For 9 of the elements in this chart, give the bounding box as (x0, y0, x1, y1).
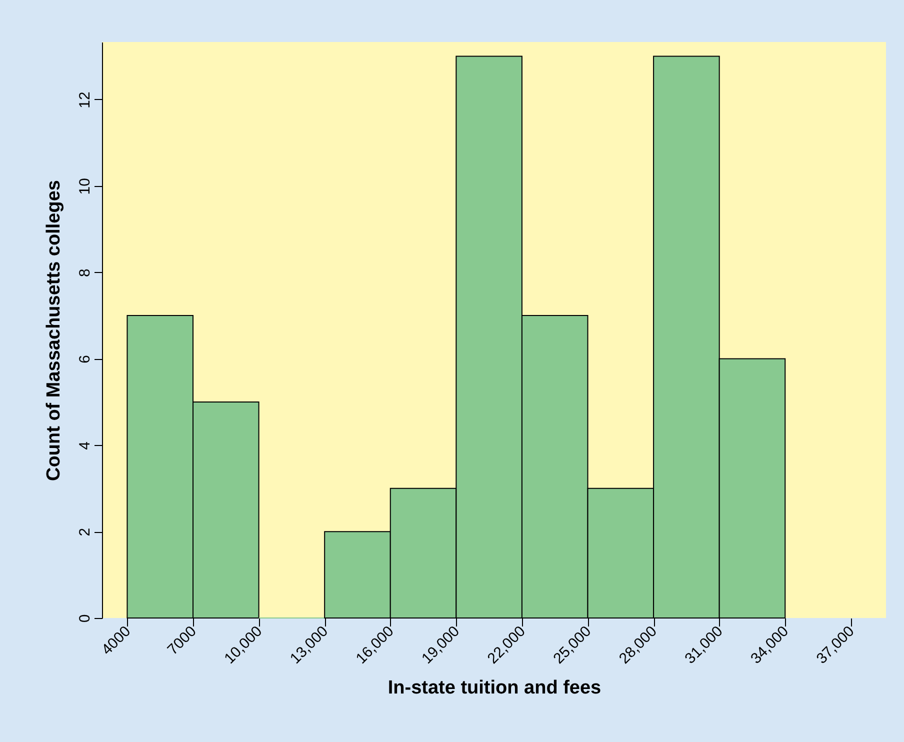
y-tick-label: 0 (76, 614, 94, 623)
x-axis-title: In-state tuition and fees (388, 678, 602, 699)
y-tick-label: 6 (76, 355, 94, 364)
y-tick-label: 8 (76, 268, 94, 277)
y-tick-label: 4 (76, 441, 94, 450)
y-axis-title: Count of Massachusetts colleges (44, 180, 64, 481)
y-tick-label: 10 (76, 178, 94, 195)
y-tick-label: 2 (76, 528, 94, 536)
y-tick-label: 12 (76, 92, 94, 108)
